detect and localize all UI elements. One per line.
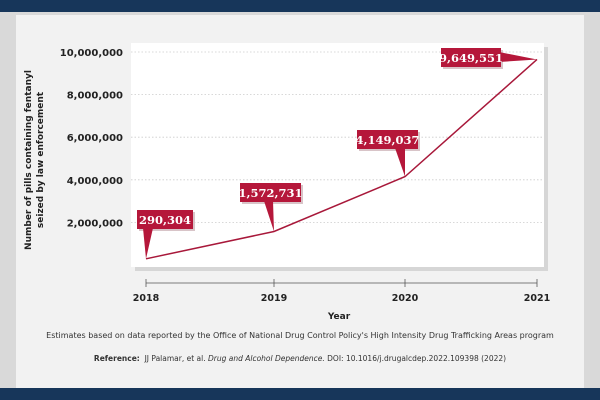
data-label: 1,572,731	[238, 186, 302, 200]
bottom-bar	[0, 388, 600, 400]
label-pointer	[395, 148, 405, 177]
data-label-callout: 4,149,037	[355, 130, 420, 177]
label-box	[240, 183, 301, 202]
x-tick-label: 2018	[133, 293, 160, 304]
top-bar	[0, 0, 600, 12]
label-pointer	[143, 228, 153, 259]
data-label: 9,649,551	[439, 51, 503, 65]
data-line	[145, 58, 538, 260]
x-tick-label: 2020	[392, 293, 419, 304]
reference-note: Reference: JJ Palamar, et al. Drug and A…	[0, 354, 600, 363]
label-pointer	[499, 52, 537, 62]
data-label-callout: 1,572,731	[238, 183, 303, 232]
label-box	[441, 48, 501, 67]
y-tick-label: 10,000,000	[60, 48, 123, 59]
y-tick-label: 8,000,000	[67, 91, 123, 102]
y-tick-label: 4,000,000	[67, 176, 123, 187]
label-box	[357, 130, 418, 149]
data-label: 290,304	[139, 213, 191, 227]
data-label-callout: 290,304	[137, 210, 195, 259]
label-pointer	[264, 201, 274, 232]
y-tick-label: 6,000,000	[67, 133, 123, 144]
estimate-note: Estimates based on data reported by the …	[46, 331, 554, 340]
x-tick-label: 2021	[524, 293, 550, 304]
plot-area	[131, 43, 544, 267]
reference-authors: JJ Palamar, et al.	[144, 354, 206, 363]
y-axis-title-line1: Number of pills containing fentanyl	[24, 70, 34, 250]
reference-doi: DOI: 10.1016/j.drugalcdep.2022.109398 (2…	[327, 354, 507, 363]
y-axis-title-line2: seized by law enforcement	[36, 91, 46, 229]
x-tick-label: 2019	[261, 293, 287, 304]
data-label: 4,149,037	[355, 133, 419, 147]
x-axis-title: Year	[327, 312, 351, 322]
reference-journal: Drug and Alcohol Dependence.	[208, 354, 325, 363]
label-box	[137, 210, 193, 229]
reference-label: Reference:	[93, 354, 140, 363]
data-label-callout: 9,649,551	[439, 48, 537, 69]
y-tick-label: 2,000,000	[67, 218, 123, 229]
